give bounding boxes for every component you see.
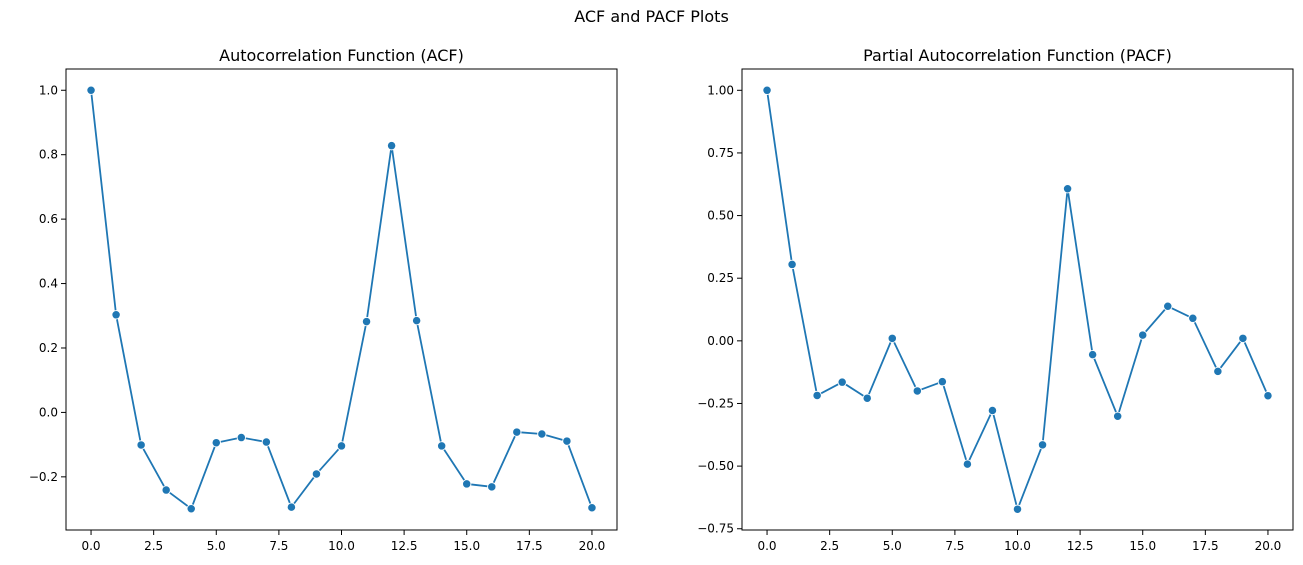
pacf-xtick-label: 15.0 [1129, 539, 1156, 553]
pacf-point [837, 377, 847, 387]
acf-xtick-label: 17.5 [516, 539, 543, 553]
pacf-point [962, 459, 973, 469]
pacf-point [862, 393, 872, 403]
pacf-series-line [766, 90, 1269, 511]
pacf-point [1163, 301, 1173, 311]
pacf-ytick-label: 0.00 [707, 334, 734, 348]
pacf-point [1113, 411, 1123, 421]
acf-ytick-label: 0.0 [39, 405, 58, 419]
acf-point [336, 441, 347, 451]
pacf-point [1037, 440, 1048, 450]
figure-suptitle: ACF and PACF Plots [574, 7, 729, 26]
pacf-ytick-label: 0.75 [707, 146, 734, 160]
acf-ytick-label: −0.2 [29, 470, 58, 484]
pacf-ytick-label: 1.00 [707, 83, 734, 97]
pacf-point [1087, 349, 1098, 360]
acf-xtick-label: 10.0 [328, 539, 355, 553]
pacf-point [1138, 330, 1148, 340]
pacf-point [812, 390, 822, 401]
acf-point [236, 432, 246, 443]
acf-xtick-label: 7.5 [269, 539, 288, 553]
pacf-point [1188, 313, 1198, 323]
acf-point [462, 479, 472, 489]
acf-point [562, 436, 572, 446]
acf-point [487, 482, 497, 492]
acf-axes-frame [65, 68, 618, 531]
pacf-ytick-label: 0.50 [707, 209, 734, 223]
pacf-ytick-label: 0.25 [707, 271, 734, 285]
acf-ytick-label: 1.0 [39, 83, 58, 97]
acf-xtick-label: 2.5 [144, 539, 163, 553]
pacf-point [1263, 391, 1273, 401]
acf-panel: Autocorrelation Function (ACF) 0.0 2.5 5.0 7… [29, 46, 618, 553]
acf-xtick-label: 5.0 [207, 539, 226, 553]
pacf-point [912, 386, 922, 396]
acf-ytick-label: 0.2 [39, 341, 58, 355]
acf-point [211, 438, 221, 448]
pacf-point [987, 405, 998, 416]
acf-point [261, 437, 272, 447]
pacf-point [787, 259, 797, 270]
acf-point [537, 429, 547, 439]
acf-xtick-label: 20.0 [579, 539, 606, 553]
acf-point [136, 440, 146, 450]
pacf-xtick-label: 12.5 [1067, 539, 1094, 553]
acf-point [186, 504, 196, 514]
acf-point [386, 141, 397, 151]
acf-point [512, 427, 522, 437]
pacf-ytick-label: −0.75 [697, 522, 734, 536]
pacf-panel: Partial Autocorrelation Function (PACF) 0… [697, 46, 1294, 553]
acf-ytick-label: 0.8 [39, 148, 58, 162]
pacf-point [762, 85, 772, 95]
acf-point [437, 441, 447, 451]
pacf-point [1213, 366, 1223, 377]
acf-point [86, 85, 96, 95]
pacf-ytick-label: −0.25 [697, 396, 734, 410]
acf-point [161, 485, 171, 495]
pacf-xtick-label: 10.0 [1004, 539, 1031, 553]
pacf-xtick-label: 7.5 [945, 539, 964, 553]
acf-ytick-label: 0.4 [39, 277, 58, 291]
pacf-point [887, 333, 897, 343]
pacf-ytick-label: −0.50 [697, 459, 734, 473]
pacf-xtick-label: 2.5 [820, 539, 839, 553]
pacf-axes-frame [741, 68, 1294, 531]
pacf-point [1062, 184, 1073, 194]
acf-xtick-label: 15.0 [453, 539, 480, 553]
acf-xtick-label: 12.5 [391, 539, 418, 553]
acf-ytick-label: 0.6 [39, 212, 58, 226]
acf-point [587, 503, 597, 513]
pacf-point [1012, 504, 1023, 514]
acf-xtick-label: 0.0 [81, 539, 100, 553]
acf-point [286, 502, 297, 512]
acf-point [361, 316, 372, 327]
acf-point [411, 315, 422, 326]
pacf-point [1238, 333, 1248, 343]
acf-point [311, 469, 322, 479]
pacf-xtick-label: 20.0 [1255, 539, 1282, 553]
pacf-xtick-label: 0.0 [757, 539, 776, 553]
acf-point [111, 310, 121, 320]
acf-title: Autocorrelation Function (ACF) [219, 46, 464, 65]
pacf-xtick-label: 17.5 [1192, 539, 1219, 553]
pacf-point [937, 377, 948, 387]
pacf-xtick-label: 5.0 [883, 539, 902, 553]
pacf-title: Partial Autocorrelation Function (PACF) [863, 46, 1172, 65]
